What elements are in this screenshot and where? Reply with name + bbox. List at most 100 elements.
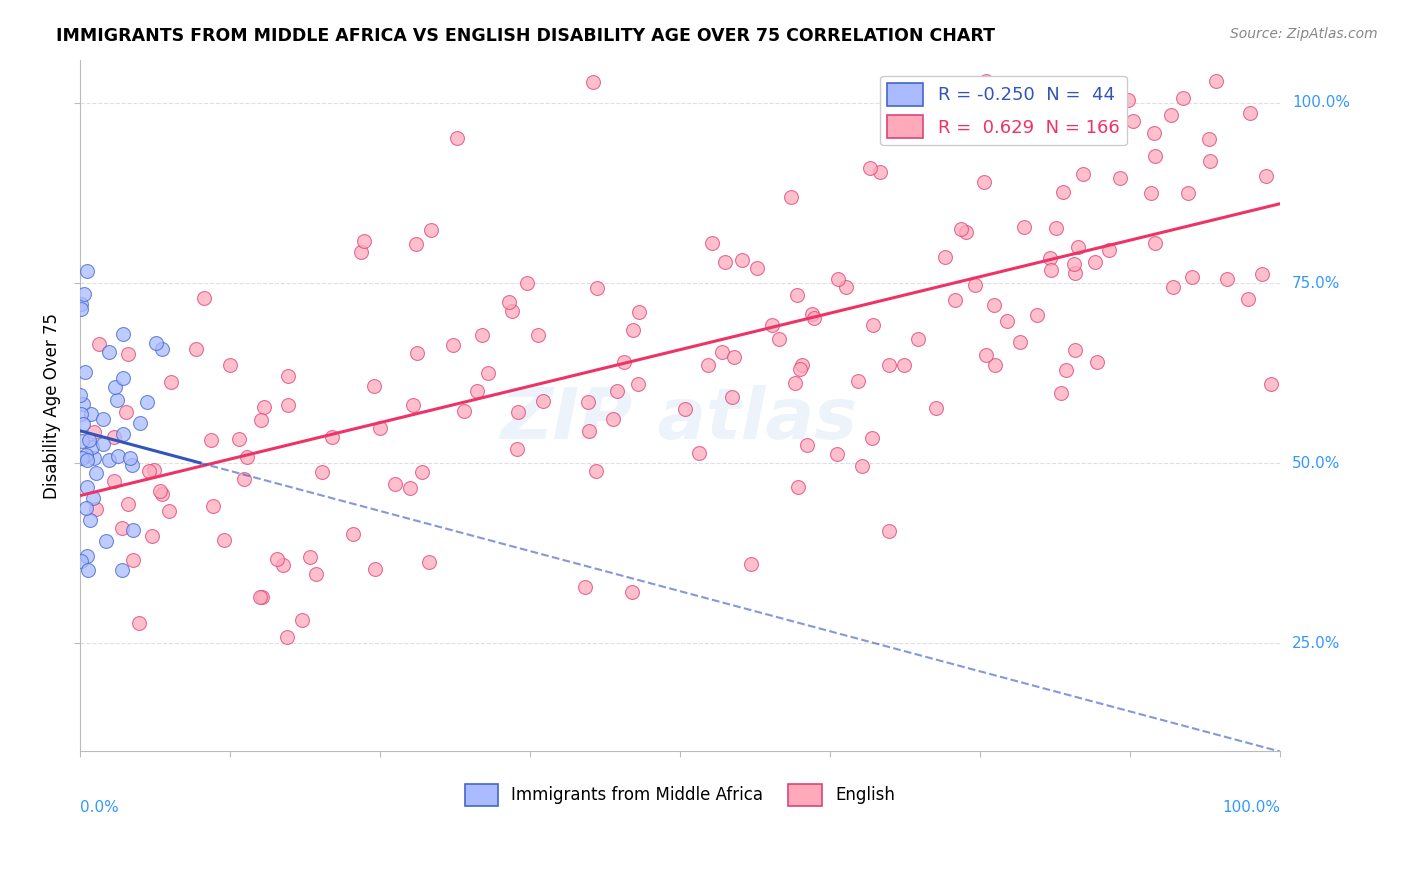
Point (501, 304, 523, 318)
Point (723, 350, 745, 364)
Point (233, 472, 256, 486)
Point (846, 374, 869, 388)
Point (321, 430, 343, 444)
Point (1181, 270, 1204, 285)
Point (862, 432, 884, 446)
Point (72, 417, 94, 432)
Point (576, 395, 599, 409)
Point (228, 432, 250, 446)
Point (516, 277, 538, 291)
Point (835, 280, 858, 294)
Point (1163, 280, 1185, 294)
Point (363, 379, 385, 393)
Point (949, 221, 972, 235)
Point (76, 453, 98, 467)
Point (1205, 74, 1227, 88)
Point (470, 327, 492, 342)
Point (364, 562, 387, 576)
Point (673, 402, 696, 417)
Point (1177, 186, 1199, 200)
Point (350, 244, 373, 259)
Point (851, 458, 873, 473)
Point (574, 580, 596, 594)
Point (893, 358, 915, 372)
Point (1160, 107, 1182, 121)
Point (77, 433, 100, 447)
Point (250, 590, 273, 604)
Point (441, 337, 464, 351)
Point (965, 277, 987, 292)
Point (506, 405, 529, 419)
Point (117, 497, 139, 511)
Point (974, 74, 997, 88)
Text: Source: ZipAtlas.com: Source: ZipAtlas.com (1230, 27, 1378, 41)
Point (406, 345, 429, 359)
Point (145, 335, 167, 350)
Point (740, 558, 762, 572)
Point (79, 513, 101, 527)
Text: 50.0%: 50.0% (1292, 456, 1340, 471)
Point (602, 412, 624, 426)
Point (97, 345, 120, 359)
Point (498, 294, 520, 309)
Point (713, 255, 735, 269)
Point (877, 358, 900, 372)
Point (200, 434, 222, 448)
Point (803, 311, 825, 326)
Text: 100.0%: 100.0% (1222, 800, 1279, 815)
Point (150, 342, 173, 356)
Legend: Immigrants from Middle Africa, English: Immigrants from Middle Africa, English (458, 778, 901, 813)
Point (219, 358, 242, 372)
Point (1084, 255, 1107, 269)
Point (1098, 244, 1121, 258)
Point (110, 563, 132, 577)
Point (184, 343, 207, 357)
Point (98, 453, 121, 467)
Point (792, 358, 814, 372)
Point (582, 75, 605, 89)
Point (411, 465, 433, 479)
Point (943, 293, 966, 307)
Point (73, 287, 96, 301)
Point (342, 527, 364, 541)
Point (402, 398, 425, 412)
Point (75, 365, 97, 379)
Point (115, 405, 138, 419)
Point (271, 558, 294, 572)
Point (446, 130, 468, 145)
Point (70, 301, 93, 316)
Point (91, 411, 114, 425)
Point (1215, 271, 1237, 285)
Point (825, 447, 848, 461)
Point (1050, 386, 1073, 401)
Point (266, 551, 288, 566)
Point (277, 398, 299, 412)
Point (384, 477, 406, 491)
Y-axis label: Disability Age Over 75: Disability Age Over 75 (44, 312, 60, 499)
Point (585, 464, 607, 478)
Point (277, 369, 299, 384)
Point (418, 555, 440, 569)
Point (505, 442, 527, 456)
Point (1063, 343, 1085, 357)
Point (122, 523, 145, 537)
Point (82, 440, 104, 454)
Point (138, 464, 160, 478)
Point (1063, 257, 1085, 271)
Point (69, 554, 91, 568)
Point (143, 463, 166, 477)
Point (1237, 292, 1260, 306)
Point (111, 521, 134, 535)
Text: 75.0%: 75.0% (1292, 276, 1340, 291)
Point (907, 332, 929, 346)
Point (1199, 153, 1222, 168)
Point (76, 480, 98, 494)
Point (467, 384, 489, 399)
Point (955, 226, 977, 240)
Point (291, 613, 314, 627)
Point (311, 465, 333, 479)
Point (983, 358, 1005, 372)
Point (1039, 251, 1062, 265)
Point (111, 371, 134, 385)
Point (72, 397, 94, 411)
